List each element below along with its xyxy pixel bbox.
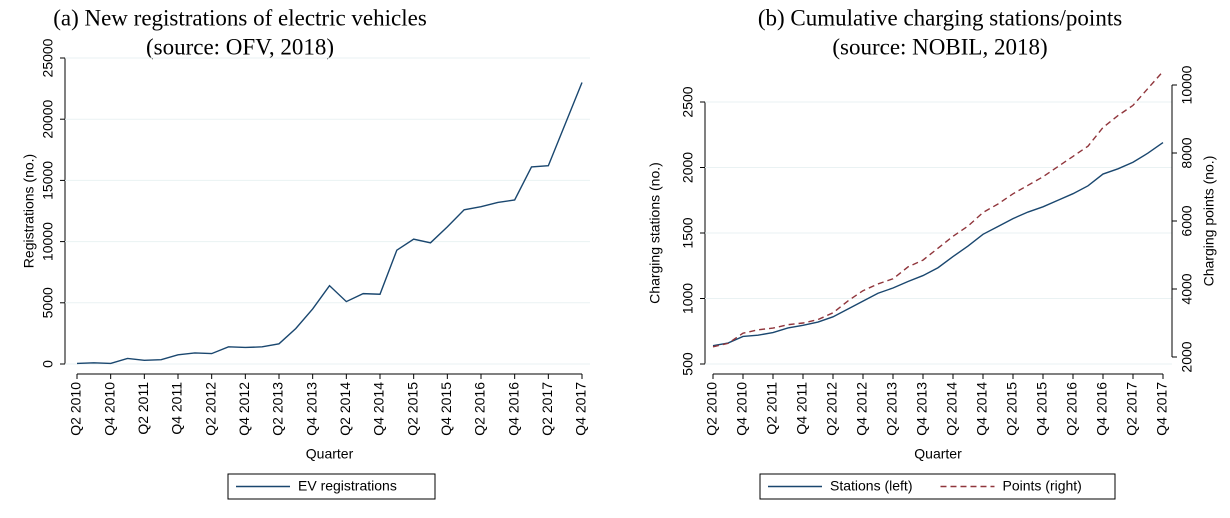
- x-tick-label: Q2 2017: [539, 382, 555, 436]
- x-tick-label: Q2 2015: [404, 382, 420, 436]
- x-tick-label: Q4 2017: [1154, 382, 1170, 436]
- y2-tick-label: 2000: [1179, 341, 1195, 372]
- y-axis-title: Charging stations (no.): [647, 162, 663, 304]
- y2-axis-title: Charging points (no.): [1201, 156, 1217, 287]
- x-tick-label: Q4 2017: [573, 382, 589, 436]
- chart-subtitle: (source: OFV, 2018): [146, 34, 334, 59]
- chart-subtitle: (source: NOBIL, 2018): [832, 34, 1047, 59]
- y-tick-label: 10000: [40, 222, 56, 261]
- data-line: [76, 82, 583, 365]
- y-tick-label: 0: [40, 360, 56, 368]
- x-tick-label: Q2 2012: [202, 382, 218, 436]
- data-line: [712, 142, 1164, 347]
- y-tick-label: 25000: [40, 38, 56, 77]
- legend-label: EV registrations: [298, 478, 397, 494]
- legend-label: Stations (left): [830, 478, 912, 494]
- x-tick-label: Q2 2012: [824, 382, 840, 436]
- y2-tick-label: 6000: [1179, 205, 1195, 236]
- y2-tick-label: 8000: [1179, 137, 1195, 168]
- y-tick-label: 2500: [680, 86, 696, 117]
- x-tick-label: Q2 2014: [337, 382, 353, 436]
- x-tick-label: Q2 2013: [884, 382, 900, 436]
- y-tick-label: 15000: [40, 161, 56, 200]
- x-tick-label: Q2 2011: [135, 382, 151, 435]
- chart-title: (b) Cumulative charging stations/points: [758, 5, 1122, 30]
- y-tick-label: 5000: [40, 287, 56, 318]
- x-tick-label: Q4 2012: [854, 382, 870, 436]
- y-tick-label: 1500: [680, 217, 696, 248]
- x-tick-label: Q4 2011: [169, 382, 185, 435]
- x-tick-label: Q2 2015: [1004, 382, 1020, 436]
- x-tick-label: Q2 2011: [764, 382, 780, 435]
- x-tick-label: Q2 2016: [1064, 382, 1080, 436]
- y2-tick-label: 4000: [1179, 273, 1195, 304]
- x-tick-label: Q4 2014: [974, 382, 990, 436]
- y2-tick-label: 10000: [1179, 65, 1195, 104]
- x-tick-label: Q4 2010: [734, 382, 750, 436]
- x-tick-label: Q2 2016: [472, 382, 488, 436]
- x-tick-label: Q4 2016: [505, 382, 521, 436]
- chart-title: (a) New registrations of electric vehicl…: [53, 5, 427, 30]
- x-tick-label: Q4 2013: [914, 382, 930, 436]
- y-tick-label: 1000: [680, 283, 696, 314]
- y-tick-label: 2000: [680, 152, 696, 183]
- x-tick-label: Q4 2011: [794, 382, 810, 435]
- x-tick-label: Q4 2016: [1094, 382, 1110, 436]
- y-tick-label: 20000: [40, 100, 56, 139]
- x-tick-label: Q2 2014: [944, 382, 960, 436]
- x-tick-label: Q2 2010: [68, 382, 84, 436]
- x-axis-title: Quarter: [306, 446, 354, 462]
- x-tick-label: Q4 2012: [236, 382, 252, 436]
- x-tick-label: Q2 2017: [1124, 382, 1140, 436]
- x-tick-label: Q4 2010: [101, 382, 117, 436]
- legend-label: Points (right): [1002, 478, 1081, 494]
- x-tick-label: Q4 2015: [438, 382, 454, 436]
- x-tick-label: Q2 2013: [270, 382, 286, 436]
- x-tick-label: Q2 2010: [704, 382, 720, 436]
- x-tick-label: Q4 2015: [1034, 382, 1050, 436]
- x-tick-label: Q4 2014: [371, 382, 387, 436]
- x-tick-label: Q4 2013: [303, 382, 319, 436]
- y-axis-title: Registrations (no.): [21, 154, 37, 268]
- x-axis-title: Quarter: [914, 446, 962, 462]
- data-line: [712, 70, 1164, 348]
- y-tick-label: 500: [680, 352, 696, 376]
